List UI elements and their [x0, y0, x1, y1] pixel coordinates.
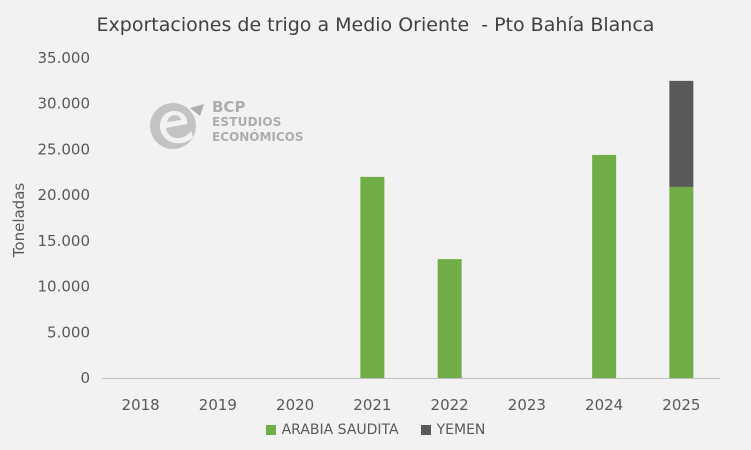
y-tick-label: 30.000: [38, 95, 91, 113]
x-tick-label: 2022: [431, 396, 469, 414]
bcp-logo: BCP ESTUDIOS ECONÓMICOS: [146, 96, 346, 156]
y-tick-label: 10.000: [38, 278, 91, 296]
x-tick-label: 2025: [662, 396, 700, 414]
legend-item-yemen: YEMEN: [420, 422, 486, 438]
y-tick-label: 20.000: [38, 186, 91, 204]
legend-label-arabia: ARABIA SAUDITA: [281, 422, 399, 438]
y-tick-label: 35.000: [38, 49, 91, 67]
bcp-logo-icon: [150, 103, 204, 149]
y-ticks: 0 5.000 10.000 15.000 20.000 25.000 30.000 35.0…: [38, 49, 91, 387]
legend-item-arabia: ARABIA SAUDITA: [265, 422, 399, 438]
y-tick-label: 25.000: [38, 140, 91, 158]
bcp-logo-text: BCP ESTUDIOS ECONÓMICOS: [212, 100, 304, 145]
x-tick-label: 2023: [508, 396, 546, 414]
y-tick-label: 15.000: [38, 232, 91, 250]
x-ticks: 2018 2019 2020 2021 2022 2023 2024 2025: [122, 396, 701, 414]
bar-yemen-2025: [669, 80, 694, 187]
logo-bcp: BCP: [212, 98, 246, 116]
legend-swatch-arabia: [265, 425, 276, 435]
x-tick-label: 2019: [199, 396, 237, 414]
logo-line1: ESTUDIOS: [212, 115, 282, 129]
bar-arabia-saudita-2025: [669, 186, 694, 378]
bar-arabia-saudita-2022: [437, 259, 462, 378]
y-tick-label: 5.000: [47, 323, 90, 341]
legend-label-yemen: YEMEN: [436, 422, 486, 438]
x-tick-label: 2021: [353, 396, 391, 414]
bar-arabia-saudita-2024: [592, 154, 617, 378]
chart-title: Exportaciones de trigo a Medio Oriente -…: [96, 14, 655, 36]
x-tick-label: 2018: [122, 396, 160, 414]
x-tick-label: 2020: [276, 396, 314, 414]
x-tick-label: 2024: [585, 396, 623, 414]
y-axis-label-group: Toneladas: [10, 183, 28, 259]
legend-swatch-yemen: [420, 425, 431, 435]
bars: [360, 80, 694, 378]
bar-arabia-saudita-2021: [360, 176, 385, 378]
logo-line2: ECONÓMICOS: [212, 130, 304, 144]
y-tick-label: 0: [80, 369, 90, 387]
y-axis-title: Toneladas: [10, 183, 28, 259]
legend: ARABIA SAUDITA YEMEN: [0, 422, 751, 438]
